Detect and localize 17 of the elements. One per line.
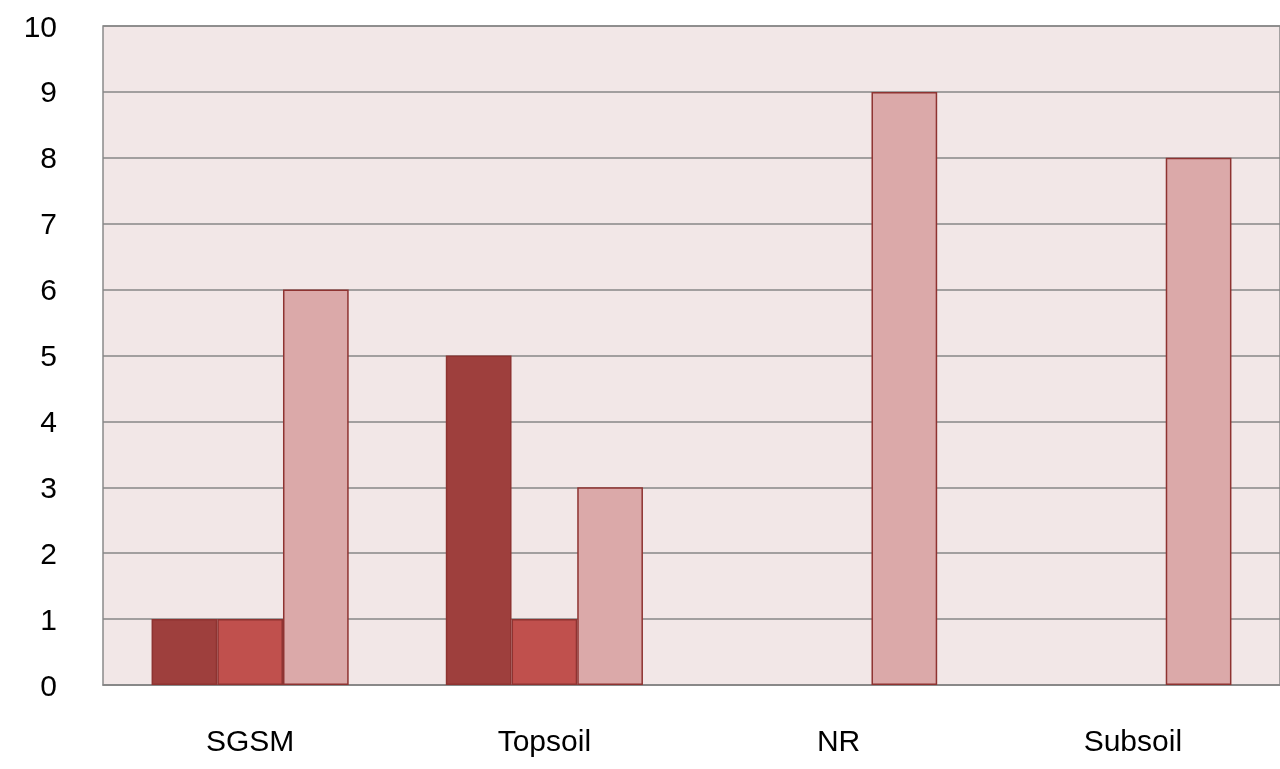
y-tick-label: 1: [40, 602, 57, 636]
bar: [1165, 157, 1232, 685]
y-tick-label: 7: [40, 207, 57, 241]
x-tick-label: Topsoil: [497, 723, 592, 757]
y-tick-label: 9: [40, 75, 57, 109]
y-tick-label: 10: [23, 9, 57, 43]
y-tick-label: 3: [40, 470, 57, 504]
y-tick-label: 8: [40, 141, 57, 175]
x-tick-label: NR: [816, 723, 861, 757]
y-tick-label: 6: [40, 273, 57, 307]
y-tick-label: 2: [40, 536, 57, 570]
y-tick-label: 5: [40, 339, 57, 372]
x-tick-label: SGSM: [205, 723, 295, 757]
y-tick-label: 4: [40, 404, 57, 438]
x-tick-label: Subsoil: [1083, 723, 1183, 757]
bar: [871, 91, 938, 685]
y-tick-label: 0: [40, 668, 57, 702]
